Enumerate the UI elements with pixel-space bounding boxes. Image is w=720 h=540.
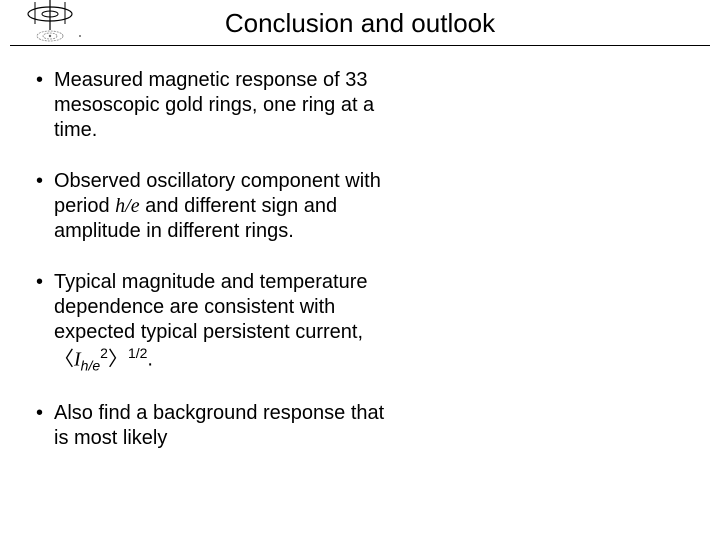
bullet-mark: •: [36, 270, 54, 375]
logo-diagram: [5, 0, 95, 45]
angle-bracket: 〉: [108, 349, 128, 371]
bullet-mark: •: [36, 401, 54, 451]
bullet-text: Measured magnetic response of 33 mesosco…: [54, 68, 400, 143]
bullet-text: Typical magnitude and temperature depend…: [54, 270, 400, 375]
angle-bracket: 〈: [54, 349, 74, 371]
text-fragment: .: [147, 349, 153, 371]
superscript: 1/2: [128, 345, 147, 361]
text-fragment: Typical magnitude and temperature depend…: [54, 271, 368, 343]
page-title: Conclusion and outlook: [0, 0, 720, 45]
italic-I: I: [74, 349, 81, 371]
bullet-mark: •: [36, 68, 54, 143]
subscript: h/e: [81, 358, 100, 374]
italic-he: h/e: [115, 195, 139, 217]
bullet-list: • Measured magnetic response of 33 mesos…: [0, 46, 400, 451]
list-item: • Typical magnitude and temperature depe…: [36, 270, 400, 375]
list-item: • Also find a background response that i…: [36, 401, 400, 451]
list-item: • Measured magnetic response of 33 mesos…: [36, 68, 400, 143]
list-item: • Observed oscillatory component with pe…: [36, 169, 400, 244]
superscript: 2: [100, 345, 108, 361]
bullet-text: Also find a background response that is …: [54, 401, 400, 451]
bullet-text: Observed oscillatory component with peri…: [54, 169, 400, 244]
bullet-mark: •: [36, 169, 54, 244]
